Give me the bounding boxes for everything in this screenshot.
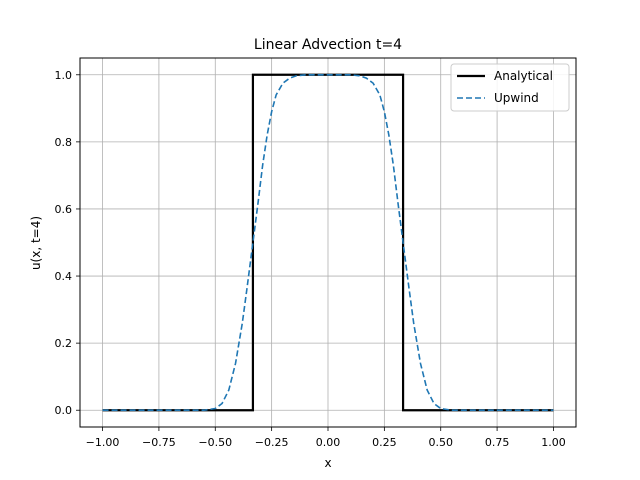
x-tick-label: 0.25 xyxy=(372,436,397,449)
y-axis-ticks: 0.0 0.2 0.4 0.6 0.8 1.0 xyxy=(55,69,80,417)
y-tick-label: 0.8 xyxy=(55,136,73,149)
x-tick-label: 0.75 xyxy=(485,436,510,449)
grid-lines xyxy=(80,58,576,427)
chart-title: Linear Advection t=4 xyxy=(254,37,402,53)
x-tick-label: 0.50 xyxy=(428,436,453,449)
x-tick-label: −0.75 xyxy=(142,436,176,449)
x-tick-label: 0.00 xyxy=(316,436,341,449)
x-axis-ticks: −1.00 −0.75 −0.50 −0.25 0.00 0.25 0.50 0.75 1.00 xyxy=(86,427,566,449)
series-layer xyxy=(102,73,554,412)
y-tick-label: 0.2 xyxy=(55,337,73,350)
x-axis-label: x xyxy=(324,456,331,470)
legend-label-analytical: Analytical xyxy=(494,69,553,83)
legend: Analytical Upwind xyxy=(450,63,570,112)
series-line-upwind xyxy=(102,73,554,412)
x-tick-label: −0.50 xyxy=(198,436,232,449)
y-tick-label: 0.0 xyxy=(55,404,73,417)
x-tick-label: 1.00 xyxy=(541,436,566,449)
y-tick-label: 1.0 xyxy=(55,69,73,82)
y-axis-label: u(x, t=4) xyxy=(29,216,43,270)
legend-label-upwind: Upwind xyxy=(494,91,539,105)
x-tick-label: −1.00 xyxy=(86,436,120,449)
x-tick-label: −0.25 xyxy=(255,436,289,449)
y-tick-label: 0.4 xyxy=(55,270,73,283)
y-tick-label: 0.6 xyxy=(55,203,73,216)
